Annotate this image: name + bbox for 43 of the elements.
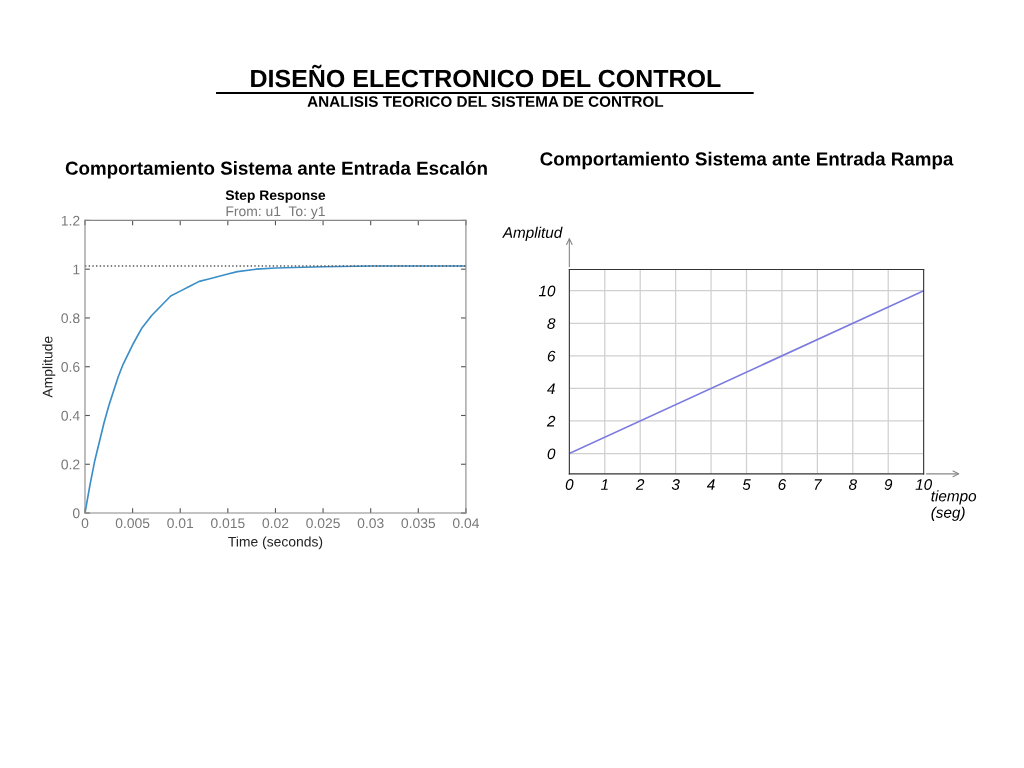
x-tick-label: 1: [600, 479, 608, 490]
y-tick-label: 0.6: [61, 362, 80, 372]
y-tick-label: 4: [547, 383, 555, 394]
y-tick-label: 0.2: [61, 459, 80, 470]
chart-title: Step Response: [225, 190, 326, 203]
x-tick-label: 0.015: [211, 518, 245, 529]
y-tick-label: 0: [547, 448, 556, 460]
x-tick-label: 0.04: [452, 518, 480, 529]
x-axis-title: tiempo (seg): [931, 490, 977, 521]
y-axis-title: Amplitude: [42, 336, 56, 398]
x-tick-label: 0.025: [306, 518, 340, 529]
y-tick-label: 1.2: [61, 215, 80, 226]
x-tick-label: 0.01: [167, 518, 194, 529]
x-tick-label: 5: [742, 479, 751, 490]
x-tick-label: 10: [915, 479, 933, 490]
x-tick-label: 0: [565, 479, 574, 490]
x-tick-label: 4: [706, 479, 715, 490]
x-tick-label: 0.03: [357, 518, 384, 529]
text: ANALISIS TEORICO DEL SISTEMA DE CONTROL: [307, 96, 664, 108]
x-tick-label: 7: [814, 479, 823, 490]
x-tick-label: 0.02: [262, 518, 289, 529]
x-tick-label: 0.035: [401, 518, 436, 529]
y-tick-label: 0.8: [61, 313, 80, 324]
y-tick-label: 2: [546, 415, 556, 427]
y-axis-title: Amplitud: [502, 226, 563, 241]
x-tick-label: 0: [81, 518, 89, 529]
x-axis-title: Time (seconds): [228, 536, 323, 550]
y-tick-label: 10: [538, 285, 556, 297]
chart-title: Comportamiento Sistema ante Entrada Rampa: [540, 151, 954, 170]
x-tick-label: 0.005: [115, 518, 150, 529]
x-tick-label: 2: [635, 479, 645, 490]
x-tick-label: 8: [848, 479, 857, 490]
y-tick-label: 0.4: [61, 410, 80, 421]
x-tick-label: 6: [778, 479, 787, 490]
x-tick-label: 9: [884, 479, 893, 490]
chart-subtitle: From: u1 To: y1: [226, 206, 325, 219]
y-tick-label: 6: [547, 350, 556, 362]
y-tick-label: 0: [72, 508, 80, 519]
y-tick-label: 8: [547, 318, 556, 329]
x-tick-label: 3: [671, 479, 680, 490]
text: DISEÑO ELECTRONICO DEL CONTROL: [251, 64, 721, 88]
y-tick-label: 1: [73, 264, 80, 275]
text: Comportamiento Sistema ante Entrada Escalón: [65, 160, 487, 179]
